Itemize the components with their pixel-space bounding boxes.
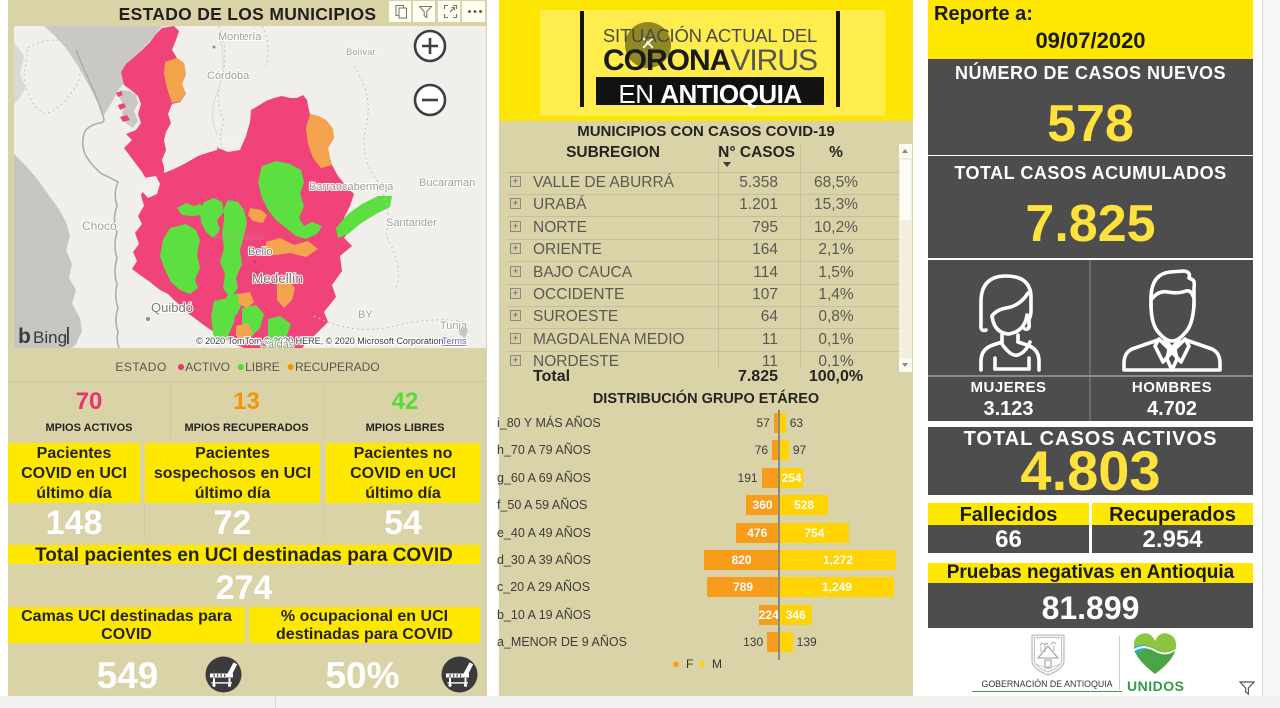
svg-text:Bolívar: Bolívar <box>346 47 376 58</box>
svg-text:Bello: Bello <box>248 246 272 258</box>
svg-text:Caldas: Caldas <box>260 339 295 348</box>
svg-text:Medellín: Medellín <box>252 271 303 286</box>
svg-text:Santander: Santander <box>386 217 437 229</box>
svg-text:Antioquia: Antioquia <box>214 229 264 243</box>
svg-text:Choco: Choco <box>82 219 117 233</box>
svg-text:Bing: Bing <box>33 328 67 347</box>
svg-text:Montería: Montería <box>218 31 262 43</box>
svg-text:Barrancaberméja: Barrancaberméja <box>309 181 394 193</box>
svg-text:Bucaraman: Bucaraman <box>419 177 475 189</box>
svg-text:BY: BY <box>358 309 373 321</box>
svg-text:Terms: Terms <box>442 336 467 346</box>
svg-text:Córdoba: Córdoba <box>207 70 250 82</box>
svg-text:b: b <box>18 325 31 348</box>
svg-text:Quibdó: Quibdó <box>151 300 193 315</box>
svg-text:© 2020 TomTom © 2020 HERE, © 2: © 2020 TomTom © 2020 HERE, © 2020 Micros… <box>196 336 443 346</box>
